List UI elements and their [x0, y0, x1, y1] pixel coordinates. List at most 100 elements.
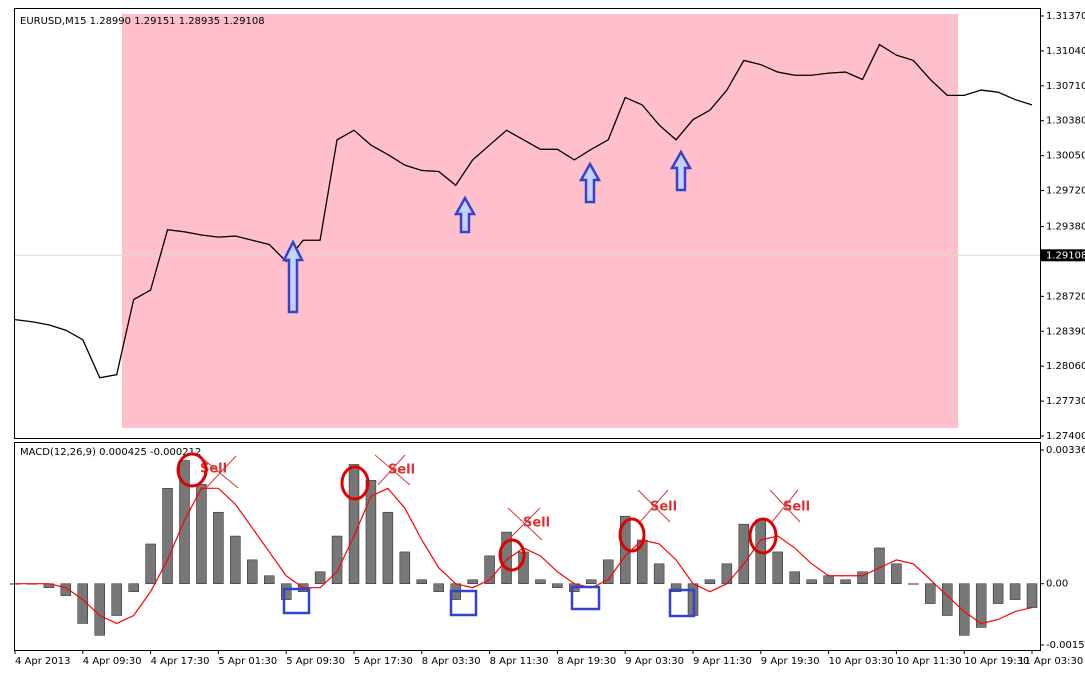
histogram-bar	[399, 551, 411, 584]
histogram-bar	[925, 583, 936, 604]
y-tick-label: 1.28720	[1046, 291, 1085, 302]
histogram-bar	[433, 583, 444, 592]
y-tick-label: 1.30380	[1046, 116, 1085, 127]
histogram-bar	[1009, 583, 1021, 600]
histogram-bar	[772, 551, 783, 584]
x-tick-label: 8 Apr 11:30	[490, 656, 549, 667]
histogram-bar	[823, 575, 834, 584]
cross	[374, 454, 411, 486]
histogram-bar	[704, 579, 716, 584]
y-tick-label: 0.003364	[1046, 445, 1085, 456]
histogram-bar	[145, 543, 156, 584]
square	[282, 587, 311, 615]
histogram-bar	[128, 583, 139, 592]
histogram-bar	[806, 579, 817, 584]
cross	[201, 455, 239, 489]
histogram-bar	[670, 583, 682, 592]
x-tick-label: 5 Apr 17:30	[354, 656, 413, 667]
histogram-bar	[467, 579, 478, 584]
histogram-bar	[1026, 583, 1038, 608]
y-tick-label: 1.31040	[1046, 46, 1085, 57]
arrows	[281, 149, 693, 314]
histogram-bar	[162, 488, 173, 584]
price-line	[14, 43, 1033, 379]
histogram-bar	[959, 583, 970, 636]
histogram-bar	[348, 464, 360, 584]
histogram-bar	[382, 511, 394, 584]
circle	[618, 517, 646, 553]
highlight-zone	[122, 14, 958, 428]
x-tick-label: 4 Apr 09:30	[83, 656, 142, 667]
x-tick-label: 11 Apr 03:30	[1018, 656, 1083, 667]
histogram-bar	[179, 460, 190, 584]
histogram-bar	[365, 480, 377, 584]
histogram-bar	[264, 575, 275, 584]
squares	[282, 585, 696, 618]
histogram-bar	[94, 583, 105, 636]
x-tick-label: 5 Apr 01:30	[218, 656, 277, 667]
square	[570, 585, 601, 611]
y-tick-label: -0.00154	[1046, 640, 1085, 651]
histogram-bar	[738, 523, 750, 584]
y-tick-label: 1.30050	[1046, 151, 1085, 162]
cross	[507, 507, 543, 541]
last-price-box	[1041, 249, 1085, 262]
histogram-bar	[213, 511, 224, 584]
arrow	[669, 149, 693, 192]
histogram-bar	[789, 571, 800, 584]
histogram-bar	[908, 583, 919, 585]
arrow	[281, 239, 305, 314]
x-tick-label: 9 Apr 19:30	[761, 656, 820, 667]
last-price-label: 1.29108	[1046, 250, 1085, 261]
y-tick-label: 1.27730	[1046, 396, 1085, 407]
x-tick-label: 4 Apr 2013	[15, 656, 70, 667]
x-tick-label: 4 Apr 17:30	[151, 656, 210, 667]
x-tick-label: 8 Apr 19:30	[557, 656, 616, 667]
histogram-bar	[535, 579, 546, 584]
y-tick-label: 1.30710	[1046, 81, 1085, 92]
histogram-bar	[416, 579, 427, 584]
sell-label: Sell	[523, 516, 550, 531]
histogram-bar	[314, 571, 326, 584]
histogram-bar	[247, 559, 258, 584]
square	[449, 589, 478, 617]
histogram-bar	[552, 583, 563, 588]
histogram-bar	[484, 555, 495, 584]
histogram-bar	[653, 563, 665, 584]
x-tick-label: 10 Apr 19:30	[964, 656, 1029, 667]
y-tick-label: 0.00	[1046, 579, 1068, 590]
histogram-bar	[891, 563, 902, 584]
price-title: EURUSD,M15 1.28990 1.29151 1.28935 1.291…	[20, 16, 265, 27]
macd-title: MACD(12,26,9) 0.000425 -0.000212	[20, 447, 201, 458]
x-tick-label: 10 Apr 11:30	[896, 656, 961, 667]
cross	[637, 489, 671, 523]
annotations	[176, 149, 801, 618]
arrow	[453, 195, 477, 234]
y-tick-label: 1.31370	[1046, 11, 1085, 22]
x-tick-label: 10 Apr 03:30	[829, 656, 894, 667]
circle	[340, 465, 370, 501]
y-tick-label: 1.29380	[1046, 222, 1085, 233]
circle	[748, 517, 778, 555]
histogram-bar	[111, 583, 122, 616]
histogram-bar	[331, 535, 343, 584]
y-tick-label: 1.28390	[1046, 326, 1085, 337]
circle	[176, 452, 208, 488]
histogram-bar	[60, 583, 72, 596]
crosses	[201, 454, 801, 541]
histogram-bar	[230, 535, 241, 584]
x-tick-label: 9 Apr 03:30	[625, 656, 684, 667]
histogram-bar	[196, 484, 207, 584]
histogram-bar	[721, 563, 733, 584]
circles	[176, 452, 778, 572]
arrow	[578, 161, 602, 204]
y-tick-label: 1.27400	[1046, 431, 1085, 442]
histogram-bar	[992, 583, 1004, 604]
sell-label: Sell	[783, 500, 810, 515]
x-tick-label: 8 Apr 03:30	[422, 656, 481, 667]
square	[668, 588, 696, 618]
x-tick-label: 9 Apr 11:30	[693, 656, 752, 667]
y-tick-label: 1.29720	[1046, 186, 1085, 197]
